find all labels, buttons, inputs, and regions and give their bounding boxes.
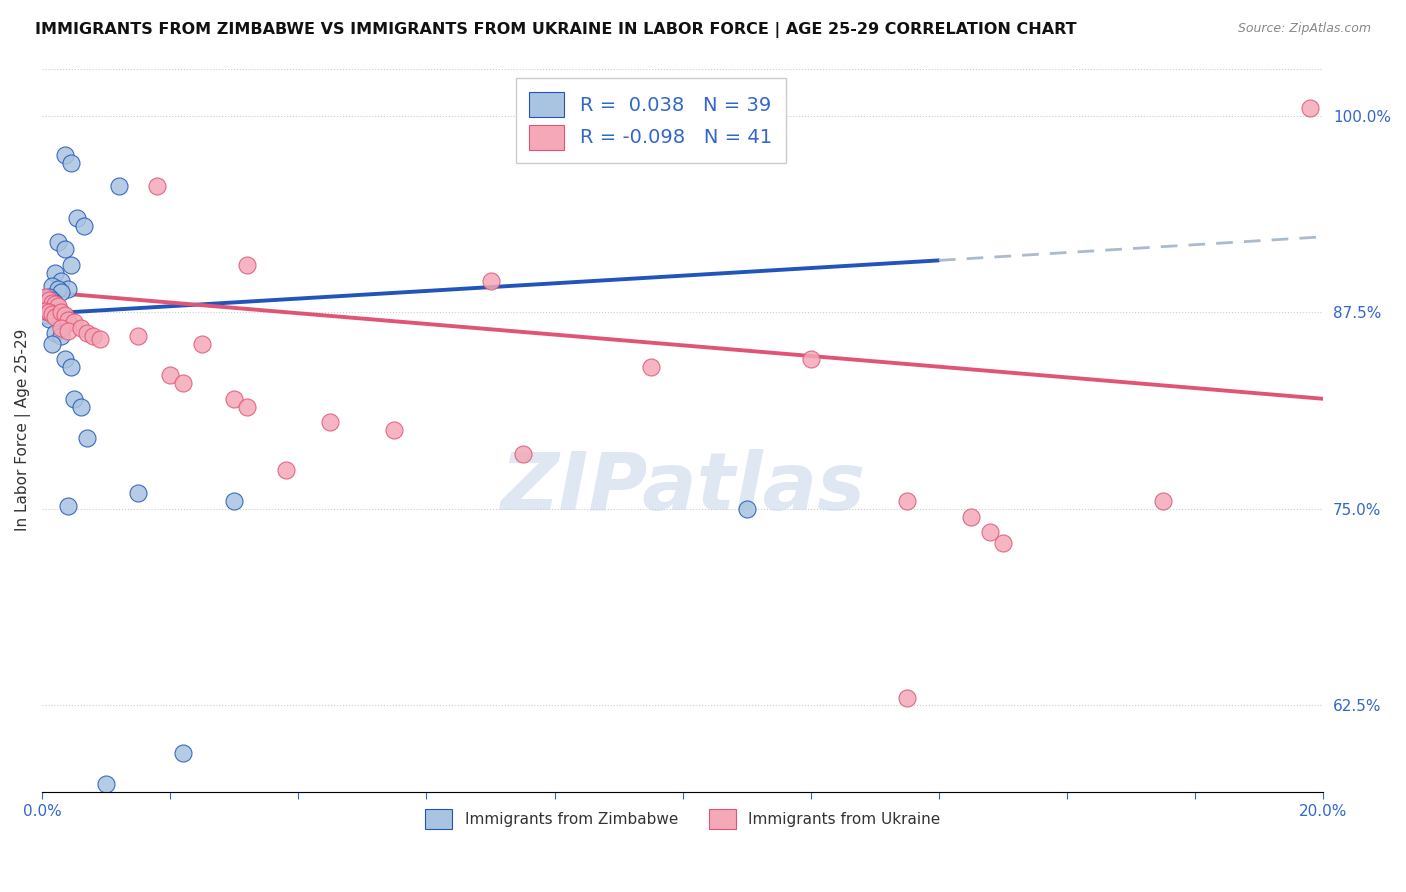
Point	[44, 326, 66, 340]
Legend: Immigrants from Zimbabwe, Immigrants from Ukraine: Immigrants from Zimbabwe, Immigrants fro…	[419, 803, 946, 835]
Point	[896, 690, 918, 705]
Point	[56, 324, 79, 338]
Point	[73, 219, 96, 233]
Text: IMMIGRANTS FROM ZIMBABWE VS IMMIGRANTS FROM UKRAINE IN LABOR FORCE | AGE 25-29 C: IMMIGRANTS FROM ZIMBABWE VS IMMIGRANTS F…	[35, 22, 1077, 38]
Point	[172, 376, 194, 390]
Point	[46, 282, 69, 296]
Point	[59, 258, 82, 272]
Point	[479, 274, 502, 288]
Point	[53, 243, 76, 257]
Point	[224, 494, 246, 508]
Point	[34, 289, 56, 303]
Point	[76, 431, 98, 445]
Point	[41, 307, 63, 321]
Point	[41, 293, 63, 307]
Point	[76, 326, 98, 340]
Point	[51, 274, 73, 288]
Point	[51, 321, 73, 335]
Point	[108, 179, 131, 194]
Point	[69, 400, 91, 414]
Point	[69, 321, 91, 335]
Point	[960, 509, 983, 524]
Point	[274, 462, 297, 476]
Point	[44, 297, 66, 311]
Point	[800, 352, 823, 367]
Point	[41, 336, 63, 351]
Point	[38, 293, 60, 307]
Point	[53, 148, 76, 162]
Point	[63, 392, 86, 406]
Point	[44, 307, 66, 321]
Point	[384, 423, 406, 437]
Point	[896, 494, 918, 508]
Point	[56, 499, 79, 513]
Point	[41, 296, 63, 310]
Point	[146, 179, 169, 194]
Point	[46, 299, 69, 313]
Point	[38, 301, 60, 315]
Point	[34, 297, 56, 311]
Point	[512, 447, 534, 461]
Point	[979, 525, 1001, 540]
Point	[44, 310, 66, 324]
Point	[34, 303, 56, 318]
Point	[82, 329, 104, 343]
Point	[51, 313, 73, 327]
Point	[191, 336, 214, 351]
Point	[44, 266, 66, 280]
Text: Source: ZipAtlas.com: Source: ZipAtlas.com	[1237, 22, 1371, 36]
Point	[38, 311, 60, 326]
Point	[127, 329, 149, 343]
Point	[46, 235, 69, 249]
Point	[56, 282, 79, 296]
Point	[319, 416, 342, 430]
Point	[51, 285, 73, 299]
Point	[89, 332, 111, 346]
Point	[51, 305, 73, 319]
Point	[59, 360, 82, 375]
Point	[44, 296, 66, 310]
Point	[1152, 494, 1174, 508]
Point	[1299, 101, 1322, 115]
Point	[53, 309, 76, 323]
Point	[56, 316, 79, 330]
Point	[159, 368, 181, 383]
Point	[735, 501, 758, 516]
Point	[236, 258, 259, 272]
Point	[63, 315, 86, 329]
Y-axis label: In Labor Force | Age 25-29: In Labor Force | Age 25-29	[15, 329, 31, 532]
Point	[172, 746, 194, 760]
Point	[53, 352, 76, 367]
Point	[38, 305, 60, 319]
Point	[41, 278, 63, 293]
Text: ZIPatlas: ZIPatlas	[501, 449, 865, 527]
Point	[51, 329, 73, 343]
Point	[640, 360, 662, 375]
Point	[56, 313, 79, 327]
Point	[59, 156, 82, 170]
Point	[991, 536, 1014, 550]
Point	[66, 211, 89, 225]
Point	[236, 400, 259, 414]
Point	[96, 777, 118, 791]
Point	[34, 309, 56, 323]
Point	[127, 486, 149, 500]
Point	[224, 392, 246, 406]
Point	[41, 303, 63, 318]
Point	[38, 289, 60, 303]
